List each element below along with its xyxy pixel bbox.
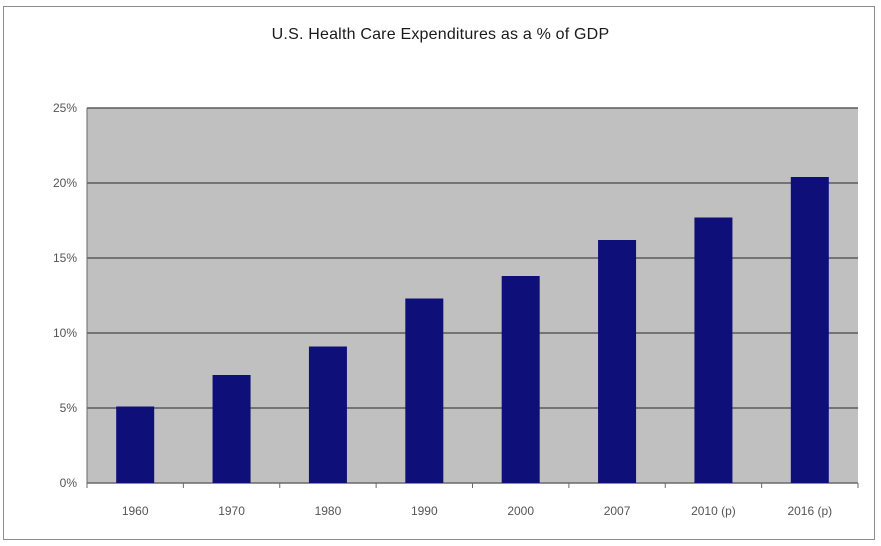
y-tick-label: 5% — [60, 401, 78, 415]
x-tick-label: 2016 (p) — [787, 504, 832, 518]
bar — [501, 276, 540, 483]
plot-area: 0% 5% 10% 15% 20% 25% 1960 1970 1980 1990 2000 2007… — [53, 101, 859, 518]
y-tick-label: 0% — [60, 476, 78, 490]
bar — [116, 406, 155, 483]
bar — [598, 240, 637, 483]
y-tick-label: 15% — [53, 251, 77, 265]
bar — [212, 375, 251, 483]
y-tick-label: 25% — [53, 101, 77, 115]
x-tick-label: 1960 — [122, 504, 149, 518]
bar — [694, 217, 733, 483]
x-tick-label: 1970 — [218, 504, 245, 518]
bar — [790, 177, 829, 483]
x-tick-label: 1980 — [315, 504, 342, 518]
y-tick-label: 10% — [53, 326, 77, 340]
bar — [405, 298, 444, 483]
plot-background — [87, 108, 858, 483]
x-tick-label: 2000 — [507, 504, 534, 518]
x-tick-label: 2007 — [604, 504, 631, 518]
chart-title: U.S. Health Care Expenditures as a % of … — [271, 26, 610, 43]
y-tick-label: 20% — [53, 176, 77, 190]
x-tick-label: 1990 — [411, 504, 438, 518]
bar — [308, 346, 347, 483]
x-tick-label: 2010 (p) — [691, 504, 736, 518]
